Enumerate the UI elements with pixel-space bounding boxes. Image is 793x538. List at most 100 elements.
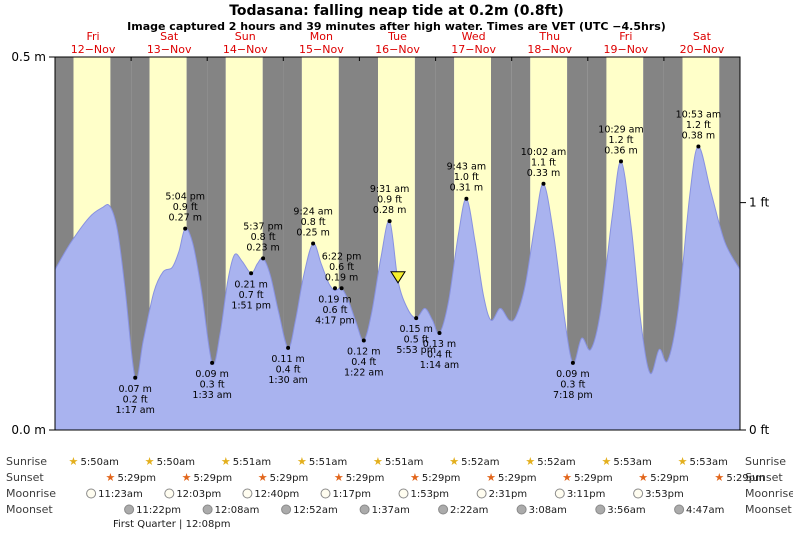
tide-extreme-label: 1:22 am <box>344 367 383 378</box>
tide-extreme-label: 0.36 m <box>604 145 637 156</box>
moonrise-time: 2:31pm <box>489 489 528 500</box>
moonset-icon <box>281 504 292 515</box>
tide-extreme-point <box>339 286 344 291</box>
tide-extreme-label: 0.9 ft <box>377 195 402 206</box>
moonrise-time: 3:11pm <box>567 489 606 500</box>
tide-extreme-label: 0.15 m <box>399 324 432 335</box>
moonrise-icon <box>320 488 331 499</box>
tide-extreme-label: 10:02 am <box>521 147 566 158</box>
sunset-time: 5:29pm <box>194 473 233 484</box>
day-date-label: 12−Nov <box>71 43 116 56</box>
moonset-time: 1:37am <box>372 505 410 516</box>
tide-extreme-point <box>696 144 701 149</box>
moonrise-icon <box>242 488 253 499</box>
sunrise-icon: ★ <box>525 455 535 468</box>
tide-extreme-label: 0.21 m <box>234 279 267 290</box>
moonset-icon <box>438 504 449 515</box>
moonset-time: 3:08am <box>529 505 567 516</box>
tide-extreme-label: 9:24 am <box>293 207 332 218</box>
moonrise-time: 1:17pm <box>332 489 371 500</box>
tide-extreme-label: 0.13 m <box>423 339 456 350</box>
tide-extreme-label: 1:14 am <box>420 360 459 371</box>
day-date-label: 14−Nov <box>223 43 268 56</box>
sunset-row-label-left: Sunset <box>6 471 44 484</box>
tide-extreme-label: 0.4 ft <box>276 364 301 375</box>
moonrise-row-label-right: Moonrise <box>745 487 793 500</box>
tide-extreme-point <box>261 256 266 261</box>
day-name-label: Wed <box>462 30 486 43</box>
day-name-label: Fri <box>87 30 100 43</box>
moonset-time: 12:52am <box>293 505 338 516</box>
moonrise-icon <box>476 488 487 499</box>
sunrise-time: 5:51am <box>233 457 271 468</box>
tide-extreme-label: 0.6 ft <box>329 262 354 273</box>
tide-extreme-label: 0.25 m <box>296 228 329 239</box>
tide-extreme-label: 0.31 m <box>450 183 483 194</box>
plot-frame <box>54 56 741 431</box>
sunrise-icon: ★ <box>69 455 79 468</box>
tide-extreme-label: 0.8 ft <box>251 232 276 243</box>
tide-extreme-point <box>619 159 623 164</box>
moonrise-time: 1:53pm <box>410 489 449 500</box>
sunrise-time: 5:51am <box>385 457 423 468</box>
sunset-icon: ★ <box>410 471 420 484</box>
day-date-label: 19−Nov <box>603 43 648 56</box>
sunset-icon: ★ <box>106 471 116 484</box>
tide-extreme-label: 7:18 pm <box>553 390 593 401</box>
tide-extreme-label: 1.1 ft <box>531 157 556 168</box>
tide-extreme-label: 0.9 ft <box>173 202 198 213</box>
tide-extreme-point <box>133 375 138 380</box>
tide-extreme-label: 1:51 pm <box>231 300 271 311</box>
tide-extreme-label: 0.3 ft <box>200 379 225 390</box>
tide-extreme-label: 9:43 am <box>447 162 486 173</box>
tide-extreme-point <box>414 316 419 321</box>
chart-subtitle: Image captured 2 hours and 39 minutes af… <box>127 20 666 33</box>
current-time-marker <box>390 271 406 284</box>
tide-extreme-label: 1:17 am <box>115 405 154 416</box>
moonrise-icon <box>86 488 97 499</box>
day-date-label: 17−Nov <box>451 43 496 56</box>
moonrise-icon <box>398 488 409 499</box>
tide-extreme-label: 9:31 am <box>370 184 409 195</box>
sunset-time: 5:29pm <box>574 473 613 484</box>
tide-extreme-point <box>361 338 366 343</box>
tide-extreme-point <box>249 271 254 276</box>
day-name-label: Sat <box>693 30 712 43</box>
moonset-icon <box>674 504 685 515</box>
tide-extreme-label: 0.3 ft <box>560 379 585 390</box>
moonset-time: 12:08am <box>215 505 260 516</box>
sunrise-time: 5:51am <box>309 457 347 468</box>
day-name-label: Tue <box>387 30 407 43</box>
day-date-label: 20−Nov <box>680 43 725 56</box>
tide-extreme-label: 0.28 m <box>373 205 406 216</box>
tide-extreme-label: 0.09 m <box>556 369 589 380</box>
tide-extreme-label: 1.2 ft <box>609 135 634 146</box>
sunset-icon: ★ <box>638 471 648 484</box>
day-name-label: Mon <box>310 30 333 43</box>
day-date-label: 13−Nov <box>147 43 192 56</box>
sunrise-icon: ★ <box>145 455 155 468</box>
tide-extreme-point <box>437 331 442 335</box>
moon-phase-caption: First Quarter | 12:08pm <box>113 519 231 530</box>
tide-extreme-label: 0.19 m <box>325 272 358 283</box>
day-date-label: 18−Nov <box>527 43 572 56</box>
sunset-icon: ★ <box>334 471 344 484</box>
sunrise-time: 5:53am <box>613 457 651 468</box>
tide-extreme-label: 0.27 m <box>169 213 202 224</box>
night-band <box>643 57 664 430</box>
tide-extreme-point <box>210 360 215 365</box>
tide-extreme-label: 0.4 ft <box>427 350 452 361</box>
y-axis-left-label: 0.0 m <box>11 423 46 437</box>
sunrise-icon: ★ <box>221 455 231 468</box>
tide-extreme-label: 1:30 am <box>268 375 307 386</box>
moonset-icon <box>359 504 370 515</box>
moonrise-row-label-left: Moonrise <box>6 487 56 500</box>
moonrise-icon <box>164 488 175 499</box>
tide-extreme-label: 0.7 ft <box>239 290 264 301</box>
day-name-label: Thu <box>538 30 560 43</box>
sunrise-icon: ★ <box>449 455 459 468</box>
tide-extreme-label: 0.07 m <box>118 384 151 395</box>
sunset-time: 5:29pm <box>650 473 689 484</box>
tide-extreme-label: 10:29 am <box>598 124 643 135</box>
tide-extreme-label: 1:33 am <box>192 390 231 401</box>
